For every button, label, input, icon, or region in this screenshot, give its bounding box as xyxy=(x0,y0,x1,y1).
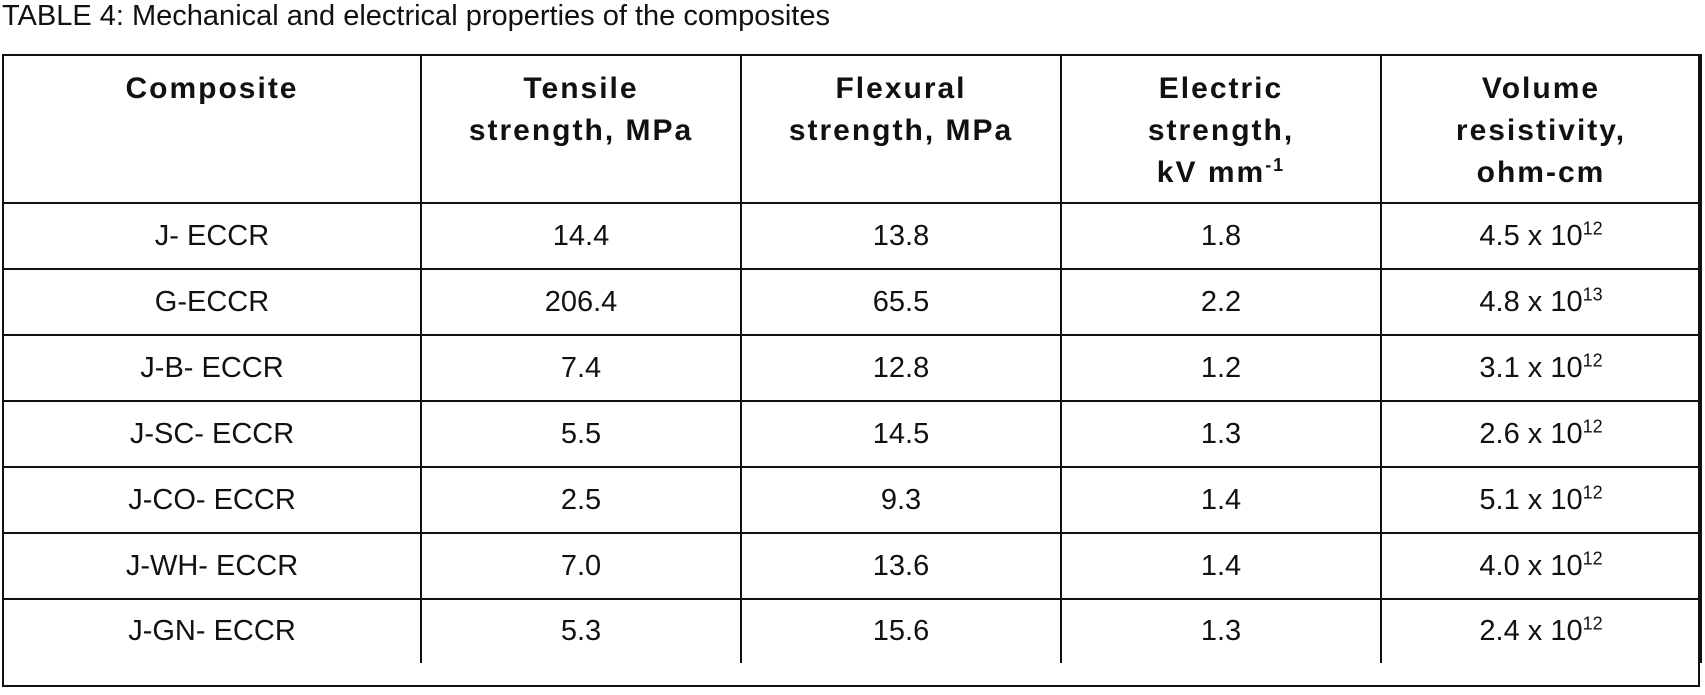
header-volume-line3: ohm-cm xyxy=(1476,156,1606,189)
vr-base: 3.1 x 10 xyxy=(1479,351,1583,384)
cell-composite: J-WH- ECCR xyxy=(2,533,422,600)
cell-electric: 1.4 xyxy=(1060,533,1382,600)
table-frame-right xyxy=(1698,54,1700,687)
vr-exponent: 12 xyxy=(1582,613,1603,634)
vr-base: 2.6 x 10 xyxy=(1479,417,1583,450)
cell-flexural: 14.5 xyxy=(740,401,1062,468)
cell-flexural: 15.6 xyxy=(740,599,1062,663)
cell-volume-resistivity: 3.1 x 1012 xyxy=(1380,335,1702,402)
table-header: Composite Tensile strength, MPa Flexural… xyxy=(2,54,1702,204)
table-body: J- ECCR 14.4 13.8 1.8 4.5 x 1012 G-ECCR … xyxy=(2,203,1702,663)
table-frame-bottom xyxy=(2,685,1700,687)
cell-electric: 1.3 xyxy=(1060,401,1382,468)
cell-electric: 1.2 xyxy=(1060,335,1382,402)
header-composite: Composite xyxy=(2,54,422,204)
header-flexural-strength: Flexural strength, MPa xyxy=(740,54,1062,204)
cell-volume-resistivity: 2.6 x 1012 xyxy=(1380,401,1702,468)
cell-flexural: 9.3 xyxy=(740,467,1062,534)
header-electric-line3: kV mm xyxy=(1156,156,1266,189)
vr-exponent: 12 xyxy=(1582,481,1603,502)
cell-tensile: 14.4 xyxy=(420,203,742,270)
cell-composite: J- ECCR xyxy=(2,203,422,270)
vr-base: 2.4 x 10 xyxy=(1479,615,1583,647)
header-electric-strength: Electric strength, kV mm-1 xyxy=(1060,54,1382,204)
table-row: G-ECCR 206.4 65.5 2.2 4.8 x 1013 xyxy=(2,269,1702,336)
cell-volume-resistivity: 2.4 x 1012 xyxy=(1380,599,1702,663)
header-composite-label: Composite xyxy=(125,72,299,105)
table-row: J-SC- ECCR 5.5 14.5 1.3 2.6 x 1012 xyxy=(2,401,1702,468)
header-electric-line1: Electric xyxy=(1158,72,1284,105)
cell-volume-resistivity: 4.0 x 1012 xyxy=(1380,533,1702,600)
cell-electric: 1.3 xyxy=(1060,599,1382,663)
cell-flexural: 13.6 xyxy=(740,533,1062,600)
cell-flexural: 65.5 xyxy=(740,269,1062,336)
vr-exponent: 12 xyxy=(1582,547,1603,568)
vr-base: 4.5 x 10 xyxy=(1479,219,1583,252)
cell-tensile: 5.3 xyxy=(420,599,742,663)
vr-exponent: 12 xyxy=(1582,349,1603,370)
cell-tensile: 206.4 xyxy=(420,269,742,336)
cell-tensile: 7.4 xyxy=(420,335,742,402)
header-electric-line2: strength, xyxy=(1147,114,1295,147)
table-row: J-GN- ECCR 5.3 15.6 1.3 2.4 x 1012 xyxy=(2,599,1702,663)
table-row: J- ECCR 14.4 13.8 1.8 4.5 x 1012 xyxy=(2,203,1702,270)
cell-composite: J-SC- ECCR xyxy=(2,401,422,468)
cell-composite: G-ECCR xyxy=(2,269,422,336)
header-volume-line1: Volume xyxy=(1481,72,1601,105)
cell-composite: J-GN- ECCR xyxy=(2,599,422,663)
header-volume-resistivity: Volume resistivity, ohm-cm xyxy=(1380,54,1702,204)
vr-base: 4.8 x 10 xyxy=(1479,285,1583,318)
cell-flexural: 12.8 xyxy=(740,335,1062,402)
cell-flexural: 13.8 xyxy=(740,203,1062,270)
vr-base: 5.1 x 10 xyxy=(1479,483,1583,516)
cell-electric: 1.4 xyxy=(1060,467,1382,534)
header-electric-exponent: -1 xyxy=(1265,155,1286,175)
vr-exponent: 12 xyxy=(1582,217,1603,238)
cell-volume-resistivity: 5.1 x 1012 xyxy=(1380,467,1702,534)
table-row: J-CO- ECCR 2.5 9.3 1.4 5.1 x 1012 xyxy=(2,467,1702,534)
header-tensile-strength: Tensile strength, MPa xyxy=(420,54,742,204)
cell-tensile: 7.0 xyxy=(420,533,742,600)
header-volume-line2: resistivity, xyxy=(1455,114,1627,147)
vr-exponent: 13 xyxy=(1582,283,1603,304)
cell-electric: 1.8 xyxy=(1060,203,1382,270)
table-frame-left xyxy=(2,54,4,687)
cell-volume-resistivity: 4.5 x 1012 xyxy=(1380,203,1702,270)
header-flexural-line2: strength, MPa xyxy=(788,114,1014,147)
cell-composite: J-B- ECCR xyxy=(2,335,422,402)
vr-base: 4.0 x 10 xyxy=(1479,549,1583,582)
properties-table: Composite Tensile strength, MPa Flexural… xyxy=(2,54,1702,663)
table-row: J-WH- ECCR 7.0 13.6 1.4 4.0 x 1012 xyxy=(2,533,1702,600)
table-caption: TABLE 4: Mechanical and electrical prope… xyxy=(2,0,830,32)
cell-tensile: 5.5 xyxy=(420,401,742,468)
cell-tensile: 2.5 xyxy=(420,467,742,534)
header-row: Composite Tensile strength, MPa Flexural… xyxy=(2,54,1702,204)
cell-volume-resistivity: 4.8 x 1013 xyxy=(1380,269,1702,336)
header-tensile-line1: Tensile xyxy=(523,72,639,105)
vr-exponent: 12 xyxy=(1582,415,1603,436)
header-flexural-line1: Flexural xyxy=(835,72,967,105)
table-row: J-B- ECCR 7.4 12.8 1.2 3.1 x 1012 xyxy=(2,335,1702,402)
header-tensile-line2: strength, MPa xyxy=(468,114,694,147)
cell-electric: 2.2 xyxy=(1060,269,1382,336)
cell-composite: J-CO- ECCR xyxy=(2,467,422,534)
